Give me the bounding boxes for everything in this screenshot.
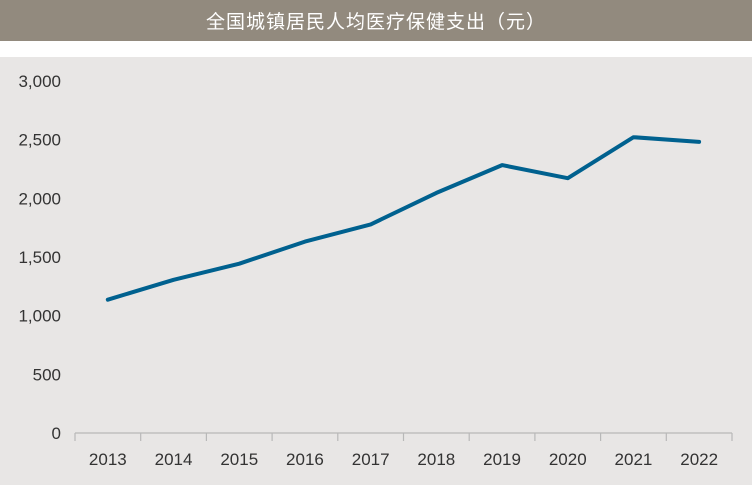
chart-title-bar: 全国城镇居民人均医疗保健支出（元） [0,0,752,41]
x-tick-label: 2014 [155,450,193,469]
x-tick-label: 2013 [89,450,127,469]
y-tick-label: 1,000 [18,307,61,326]
line-chart: 0 500 1,000 1,500 2,000 2,500 3,000 2013 2014 201… [18,72,733,469]
x-tick-label: 2022 [680,450,718,469]
chart-title: 全国城镇居民人均医疗保健支出（元） [205,11,546,33]
series-line [105,135,702,302]
y-tick-label: 0 [52,424,61,443]
x-tick-label: 2017 [352,450,390,469]
y-tick-label: 2,000 [18,189,61,208]
y-tick-label: 2,500 [18,131,61,150]
x-tick-label: 2018 [417,450,455,469]
x-tick-label: 2021 [615,450,653,469]
x-tick-label: 2015 [220,450,258,469]
plot-area: 0 500 1,000 1,500 2,000 2,500 3,000 2013 2014 201… [0,57,752,485]
x-tick-label: 2019 [483,450,521,469]
y-tick-label: 3,000 [18,72,61,91]
y-tick-label: 500 [33,365,61,384]
x-tick-label: 2020 [549,450,587,469]
x-tick-label: 2016 [286,450,324,469]
y-tick-label: 1,500 [18,248,61,267]
